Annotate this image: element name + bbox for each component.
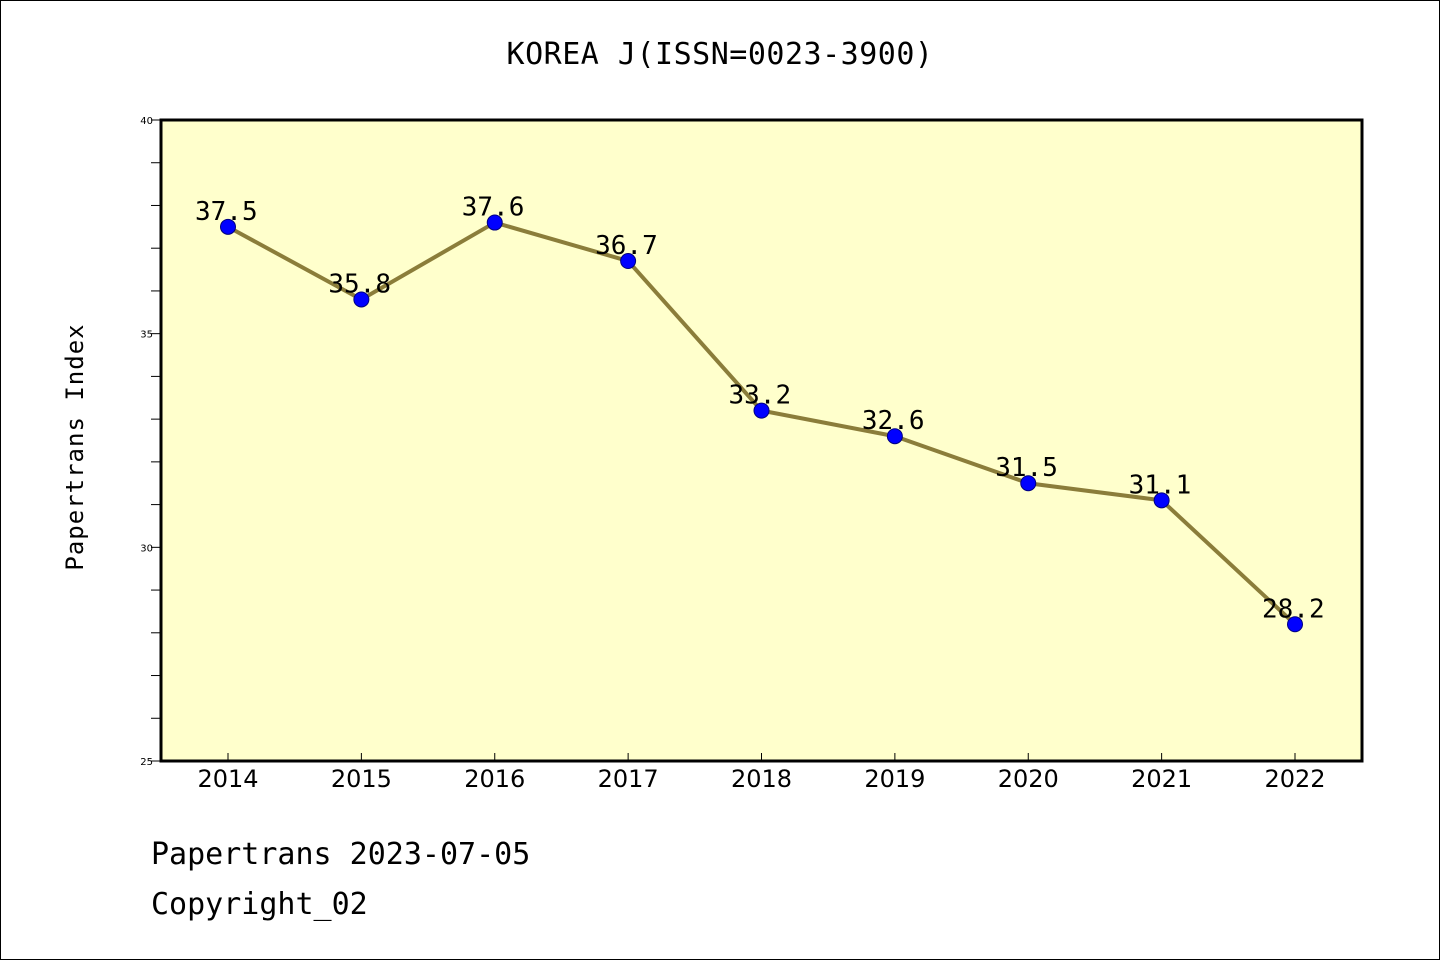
x-tick-label: 2016 xyxy=(464,765,525,793)
data-point-marker xyxy=(220,218,236,235)
data-point-marker xyxy=(1020,475,1037,492)
chart-title: KOREA J(ISSN=0023-3900) xyxy=(506,37,934,72)
x-tick-label: 2020 xyxy=(998,765,1059,793)
data-label: 36.7 xyxy=(595,231,658,261)
x-tick-label: 2015 xyxy=(331,765,392,793)
y-tick-label: 30 xyxy=(140,543,153,554)
x-tick-label: 2019 xyxy=(864,765,925,793)
data-label: 37.5 xyxy=(195,197,258,227)
x-tick-label: 2018 xyxy=(731,765,792,793)
data-point-marker xyxy=(1153,492,1170,509)
x-tick-label: 2017 xyxy=(598,765,659,793)
y-tick-label: 35 xyxy=(140,330,153,341)
data-label: 37.6 xyxy=(462,193,525,223)
data-point-marker xyxy=(486,214,503,231)
data-label: 32.6 xyxy=(862,406,925,436)
data-label: 31.1 xyxy=(1129,470,1192,500)
data-label: 33.2 xyxy=(729,381,792,411)
x-tick-label: 2014 xyxy=(197,765,258,793)
data-label: 31.5 xyxy=(995,453,1058,483)
y-tick-label: 25 xyxy=(140,757,153,768)
x-tick-label: 2021 xyxy=(1131,765,1192,793)
data-point-marker xyxy=(1287,616,1303,633)
data-point-marker xyxy=(753,402,770,419)
data-label: 28.2 xyxy=(1262,594,1325,624)
data-point-marker xyxy=(353,291,370,308)
footer-copyright-text: Copyright_02 xyxy=(151,887,368,922)
y-tick-label: 40 xyxy=(140,116,153,127)
data-point-marker xyxy=(620,253,637,270)
footer-date-text: Papertrans 2023-07-05 xyxy=(151,837,531,872)
plot-frame xyxy=(159,118,1364,763)
x-tick-label: 2022 xyxy=(1264,765,1325,793)
data-point-marker xyxy=(886,428,903,445)
data-label: 35.8 xyxy=(328,269,391,299)
